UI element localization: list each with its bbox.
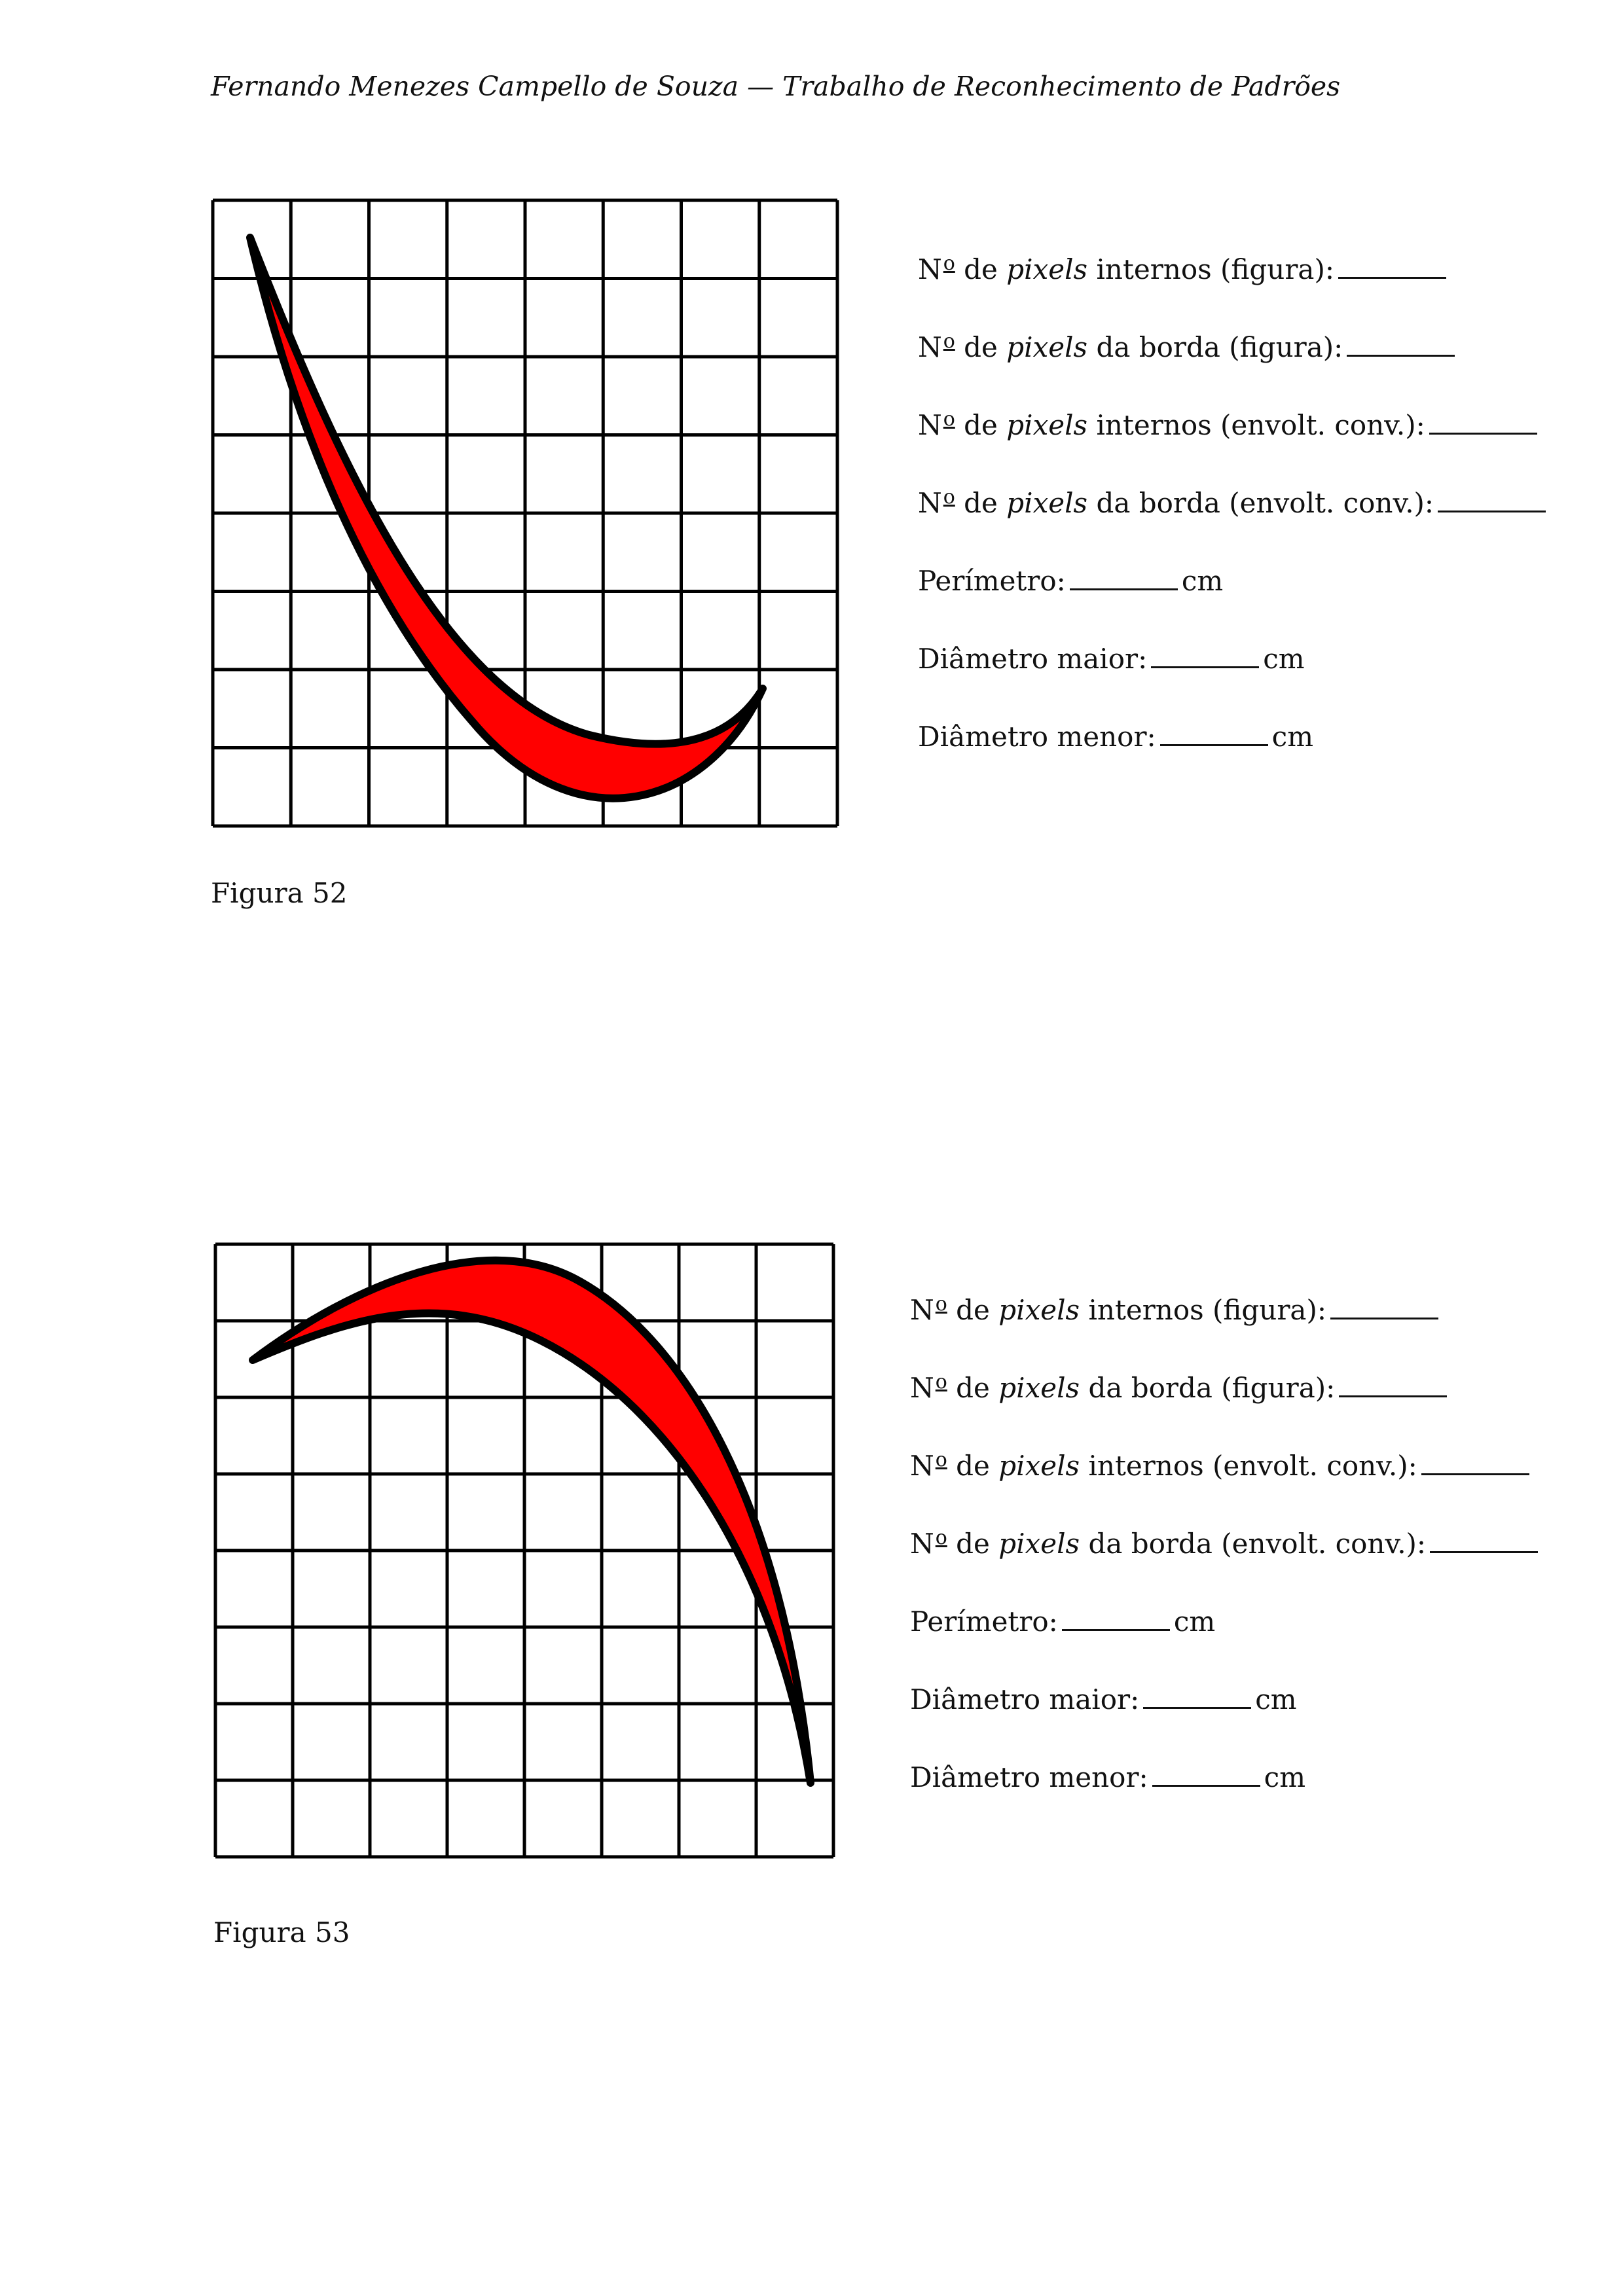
measurement-field: No de pixels internos (envolt. conv.): bbox=[918, 406, 1550, 484]
measurement-field: Diâmetro menor: cm bbox=[910, 1758, 1542, 1836]
grid-lines bbox=[213, 1242, 835, 1859]
field-label-suffix: internos (envolt. conv.): bbox=[1087, 409, 1425, 441]
answer-blank[interactable] bbox=[1338, 255, 1446, 279]
answer-blank[interactable] bbox=[1159, 722, 1268, 746]
measurement-field: No de pixels da borda (figura): bbox=[910, 1369, 1542, 1446]
field-number-label: N bbox=[910, 1372, 934, 1404]
field-ordinal: o bbox=[935, 1526, 947, 1549]
measurement-field: Perímetro: cm bbox=[918, 562, 1550, 639]
field-ordinal: o bbox=[935, 1448, 947, 1471]
field-label: Diâmetro maior: bbox=[918, 643, 1148, 675]
measurement-field: No de pixels internos (figura): bbox=[918, 250, 1550, 328]
answer-blank[interactable] bbox=[1143, 1685, 1252, 1709]
field-label-emphasis: pixels bbox=[998, 1372, 1080, 1404]
answer-blank[interactable] bbox=[1430, 1529, 1539, 1553]
field-number-label: N bbox=[910, 1528, 934, 1560]
answer-blank[interactable] bbox=[1421, 1451, 1529, 1475]
field-number-label: N bbox=[918, 253, 942, 285]
field-ordinal: o bbox=[935, 1293, 947, 1316]
field-ordinal: o bbox=[943, 330, 955, 353]
field-label: de bbox=[947, 1528, 999, 1560]
answer-blank[interactable] bbox=[1347, 332, 1455, 357]
crescent-shape bbox=[249, 1256, 814, 1787]
answer-blank[interactable] bbox=[1330, 1295, 1438, 1319]
field-label-emphasis: pixels bbox=[1006, 409, 1088, 441]
field-ordinal: o bbox=[943, 252, 955, 275]
measurement-field: No de pixels da borda (envolt. conv.): bbox=[910, 1524, 1542, 1602]
field-label-emphasis: pixels bbox=[1006, 487, 1088, 519]
figure-52-fields: No de pixels internos (figura): No de pix… bbox=[918, 250, 1550, 795]
figure-53-fields: No de pixels internos (figura): No de pix… bbox=[910, 1291, 1542, 1836]
field-label: de bbox=[955, 409, 1007, 441]
field-number-label: N bbox=[910, 1294, 934, 1326]
field-number-label: N bbox=[918, 409, 942, 441]
field-label-emphasis: pixels bbox=[998, 1450, 1080, 1482]
field-number-label: N bbox=[918, 487, 942, 519]
field-label: Diâmetro menor: bbox=[910, 1761, 1148, 1793]
field-label-suffix: da borda (envolt. conv.): bbox=[1080, 1528, 1427, 1560]
answer-blank[interactable] bbox=[1151, 644, 1260, 668]
field-label: Diâmetro menor: bbox=[918, 721, 1156, 753]
field-label: Diâmetro maior: bbox=[910, 1683, 1140, 1715]
field-number-label: N bbox=[918, 331, 942, 363]
answer-blank[interactable] bbox=[1152, 1763, 1260, 1787]
field-label-suffix: da borda (figura): bbox=[1087, 331, 1343, 363]
page-header: Fernando Menezes Campello de Souza — Tra… bbox=[211, 71, 1341, 102]
field-label: Perímetro: bbox=[910, 1605, 1058, 1638]
field-label-suffix: da borda (figura): bbox=[1080, 1372, 1336, 1404]
measurement-field: Diâmetro maior: cm bbox=[910, 1680, 1542, 1758]
unit-label: cm bbox=[1255, 1683, 1297, 1715]
field-label: Perímetro: bbox=[918, 565, 1066, 597]
field-label-suffix: internos (figura): bbox=[1087, 253, 1334, 285]
field-label: de bbox=[947, 1450, 999, 1482]
answer-blank[interactable] bbox=[1429, 410, 1537, 435]
field-label: de bbox=[955, 253, 1007, 285]
field-label: de bbox=[955, 487, 1007, 519]
measurement-field: Perímetro: cm bbox=[910, 1602, 1542, 1680]
unit-label: cm bbox=[1264, 1761, 1306, 1793]
answer-blank[interactable] bbox=[1061, 1607, 1170, 1631]
field-ordinal: o bbox=[935, 1371, 947, 1393]
field-label-suffix: internos (envolt. conv.): bbox=[1080, 1450, 1417, 1482]
field-number-label: N bbox=[910, 1450, 934, 1482]
field-label-suffix: da borda (envolt. conv.): bbox=[1087, 487, 1434, 519]
unit-label: cm bbox=[1173, 1605, 1216, 1638]
measurement-field: No de pixels internos (envolt. conv.): bbox=[910, 1446, 1542, 1524]
answer-blank[interactable] bbox=[1069, 566, 1178, 590]
unit-label: cm bbox=[1271, 721, 1314, 753]
field-ordinal: o bbox=[943, 486, 955, 509]
measurement-field: Diâmetro maior: cm bbox=[918, 639, 1550, 717]
figure-caption: Figura 52 bbox=[211, 877, 348, 909]
field-label-emphasis: pixels bbox=[1006, 331, 1088, 363]
field-label-emphasis: pixels bbox=[1006, 253, 1088, 285]
answer-blank[interactable] bbox=[1438, 488, 1546, 512]
figure-caption: Figura 53 bbox=[213, 1916, 350, 1948]
figure-52-grid bbox=[211, 198, 839, 828]
measurement-field: No de pixels da borda (figura): bbox=[918, 328, 1550, 406]
field-ordinal: o bbox=[943, 408, 955, 431]
field-label-emphasis: pixels bbox=[998, 1528, 1080, 1560]
field-label: de bbox=[947, 1294, 999, 1326]
measurement-field: No de pixels internos (figura): bbox=[910, 1291, 1542, 1369]
field-label: de bbox=[955, 331, 1007, 363]
answer-blank[interactable] bbox=[1339, 1373, 1448, 1397]
measurement-field: No de pixels da borda (envolt. conv.): bbox=[918, 484, 1550, 562]
field-label-emphasis: pixels bbox=[998, 1294, 1080, 1326]
measurement-field: Diâmetro menor: cm bbox=[918, 717, 1550, 795]
field-label-suffix: internos (figura): bbox=[1080, 1294, 1326, 1326]
unit-label: cm bbox=[1263, 643, 1305, 675]
figure-53-grid bbox=[213, 1242, 835, 1859]
unit-label: cm bbox=[1181, 565, 1224, 597]
crescent-shape bbox=[246, 234, 767, 802]
field-label: de bbox=[947, 1372, 999, 1404]
